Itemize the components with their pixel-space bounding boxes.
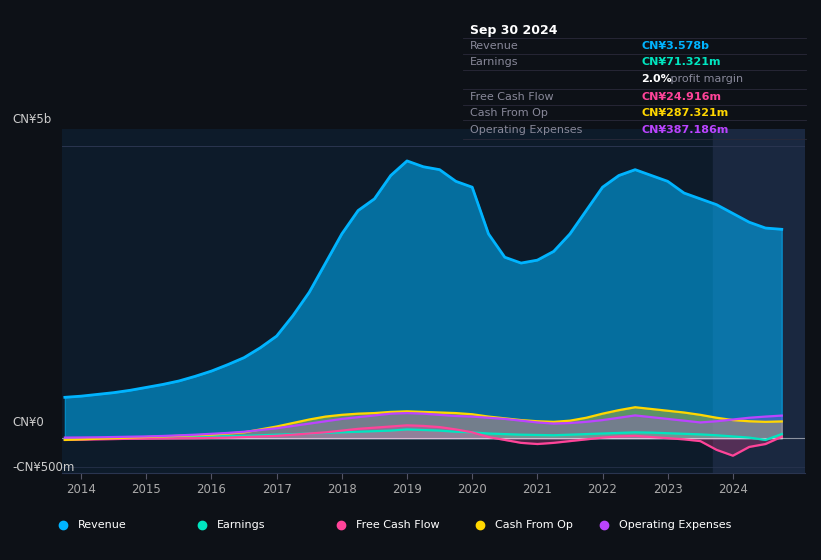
Text: Operating Expenses: Operating Expenses	[470, 125, 582, 135]
Text: CN¥24.916m: CN¥24.916m	[641, 92, 722, 102]
Text: CN¥3.578b: CN¥3.578b	[641, 41, 709, 51]
Text: Earnings: Earnings	[470, 57, 518, 67]
Text: profit margin: profit margin	[667, 74, 743, 84]
Bar	[713, 129, 805, 473]
Text: CN¥387.186m: CN¥387.186m	[641, 125, 729, 135]
Text: 2.0%: 2.0%	[641, 74, 672, 84]
Text: Free Cash Flow: Free Cash Flow	[355, 520, 439, 530]
Text: -CN¥500m: -CN¥500m	[12, 461, 75, 474]
Text: Revenue: Revenue	[470, 41, 519, 51]
Text: Operating Expenses: Operating Expenses	[619, 520, 732, 530]
Text: Free Cash Flow: Free Cash Flow	[470, 92, 553, 102]
Text: Revenue: Revenue	[78, 520, 126, 530]
Text: Cash From Op: Cash From Op	[470, 108, 548, 118]
Text: CN¥0: CN¥0	[12, 416, 44, 430]
Text: Cash From Op: Cash From Op	[494, 520, 572, 530]
Text: Earnings: Earnings	[217, 520, 265, 530]
Text: Sep 30 2024: Sep 30 2024	[470, 24, 557, 37]
Text: CN¥287.321m: CN¥287.321m	[641, 108, 728, 118]
Text: CN¥5b: CN¥5b	[12, 113, 52, 126]
Text: CN¥71.321m: CN¥71.321m	[641, 57, 721, 67]
